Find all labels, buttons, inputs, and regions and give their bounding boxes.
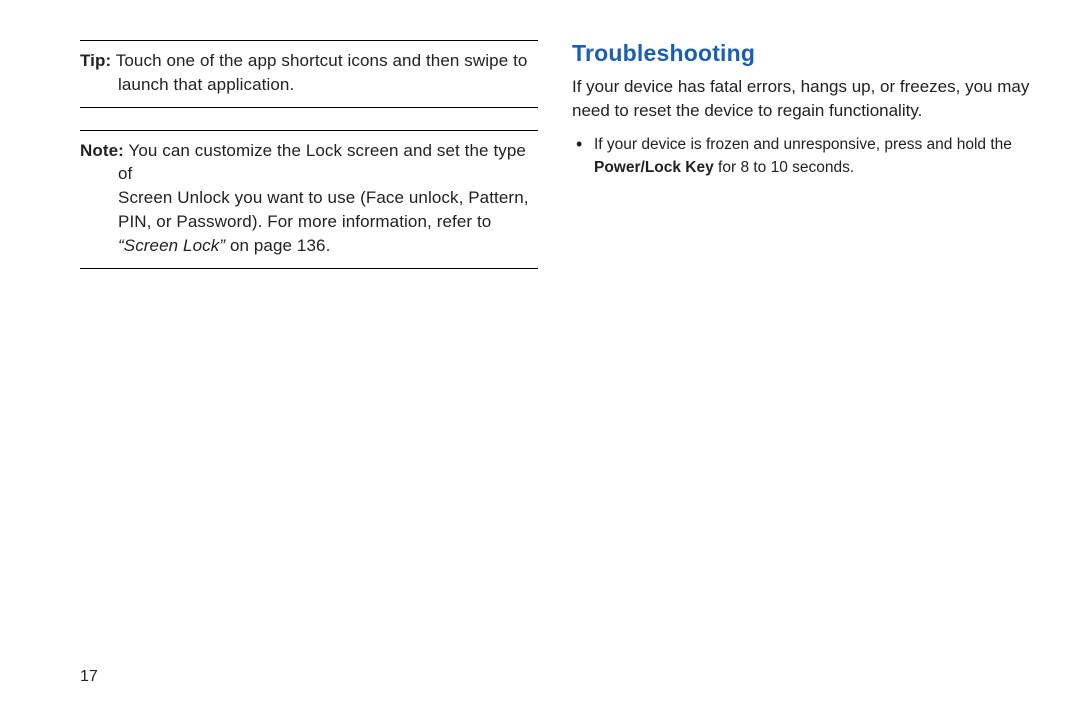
right-column: Troubleshooting If your device has fatal…: [572, 40, 1030, 690]
tip-text: Tip: Touch one of the app shortcut icons…: [80, 49, 538, 97]
note-label: Note:: [80, 141, 124, 160]
note-line-1: You can customize the Lock screen and se…: [118, 141, 526, 184]
list-item: If your device is frozen and unresponsiv…: [576, 133, 1030, 180]
left-column: Tip: Touch one of the app shortcut icons…: [80, 40, 538, 690]
tip-line-1: Touch one of the app shortcut icons and …: [111, 51, 527, 70]
bullet-bold: Power/Lock Key: [594, 159, 714, 176]
note-line-2: Screen Unlock you want to use (Face unlo…: [118, 188, 529, 207]
note-callout: Note: You can customize the Lock screen …: [80, 130, 538, 269]
tip-line-2: launch that application.: [118, 75, 294, 94]
tip-callout: Tip: Touch one of the app shortcut icons…: [80, 40, 538, 108]
bullet-post: for 8 to 10 seconds.: [714, 159, 854, 176]
note-text: Note: You can customize the Lock screen …: [80, 139, 538, 258]
troubleshooting-intro: If your device has fatal errors, hangs u…: [572, 75, 1030, 123]
note-ref-tail: on page 136.: [225, 236, 330, 255]
note-ref-italic: “Screen Lock”: [118, 236, 225, 255]
troubleshooting-heading: Troubleshooting: [572, 40, 1030, 67]
page-number: 17: [80, 668, 98, 686]
bullet-pre: If your device is frozen and unresponsiv…: [594, 136, 1012, 153]
manual-page: Tip: Touch one of the app shortcut icons…: [0, 0, 1080, 720]
tip-label: Tip:: [80, 51, 111, 70]
troubleshooting-list: If your device is frozen and unresponsiv…: [572, 133, 1030, 180]
note-line-3: PIN, or Password). For more information,…: [118, 212, 491, 231]
